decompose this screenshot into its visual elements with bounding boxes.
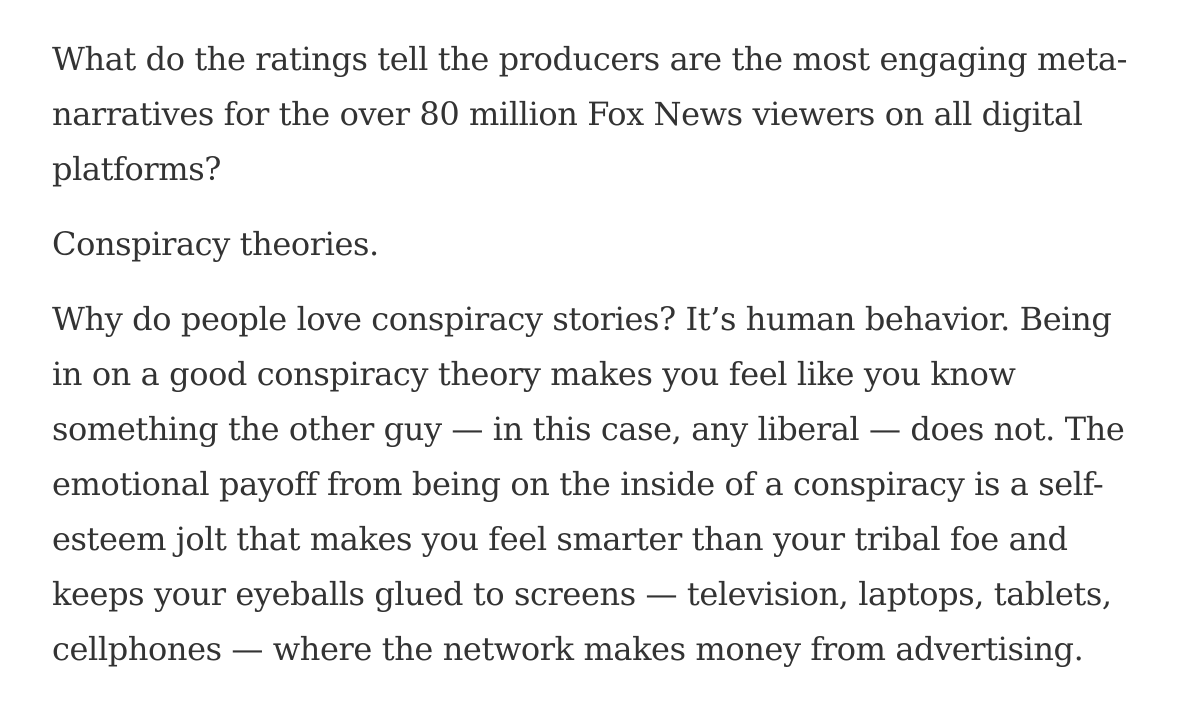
paragraph-conspiracy-theories: Conspiracy theories. <box>52 217 1162 272</box>
paragraph-why-people-love: Why do people love conspiracy stories? I… <box>52 292 1162 677</box>
text-line: emotional payoff from being on the insid… <box>52 465 1104 503</box>
text-line: in on a good conspiracy theory makes you… <box>52 355 1016 393</box>
text-line: platforms? <box>52 150 221 188</box>
paragraph-ratings-question: What do the ratings tell the producers a… <box>52 32 1162 197</box>
article-body: What do the ratings tell the producers a… <box>52 32 1162 697</box>
text-line: Why do people love conspiracy stories? I… <box>52 300 1112 338</box>
text-line: Conspiracy theories. <box>52 225 379 263</box>
text-line: What do the ratings tell the producers a… <box>52 40 1128 78</box>
text-line: something the other guy — in this case, … <box>52 410 1125 448</box>
text-line: keeps your eyeballs glued to screens — t… <box>52 575 1112 613</box>
text-line: cellphones — where the network makes mon… <box>52 630 1084 668</box>
text-line: esteem jolt that makes you feel smarter … <box>52 520 1068 558</box>
text-line: narratives for the over 80 million Fox N… <box>52 95 1083 133</box>
